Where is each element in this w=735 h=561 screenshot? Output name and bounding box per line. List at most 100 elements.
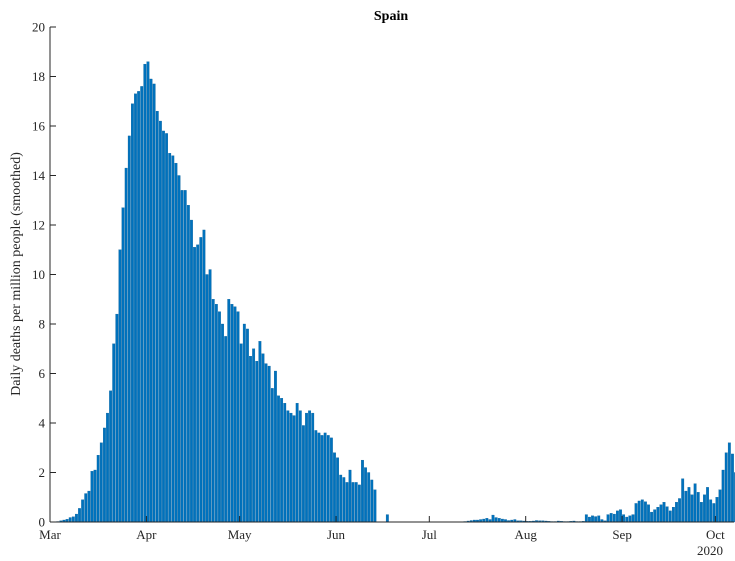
bar [258, 341, 262, 523]
bar [650, 511, 654, 523]
bar [354, 482, 358, 523]
bar [706, 487, 709, 523]
bar [320, 435, 324, 523]
bar [283, 403, 287, 523]
bar [227, 299, 231, 523]
bar [588, 516, 591, 523]
bar [606, 514, 610, 523]
x-tick-label: Mar [39, 527, 61, 542]
bar [721, 469, 725, 523]
bar [137, 91, 141, 523]
bar [124, 167, 128, 523]
bar [718, 489, 722, 523]
bar [659, 504, 663, 523]
bar [90, 471, 94, 523]
bar [647, 504, 650, 523]
bar [146, 61, 150, 523]
bar [485, 518, 489, 523]
y-tick-label: 2 [39, 465, 46, 480]
bar [348, 469, 352, 523]
bar [634, 503, 638, 523]
bar [199, 237, 203, 523]
x-tick-label: Jul [422, 527, 438, 542]
bar [644, 501, 647, 523]
x-tick-label: Oct [706, 527, 725, 542]
bar [162, 130, 165, 523]
bar [339, 474, 343, 523]
bar [218, 311, 221, 523]
bar [249, 356, 252, 523]
bar [106, 412, 109, 523]
y-tick-label: 16 [32, 119, 46, 134]
bar [591, 515, 594, 523]
bar [715, 497, 719, 523]
bar [687, 487, 691, 523]
bar [628, 515, 632, 523]
bar [68, 517, 72, 523]
bar [99, 442, 103, 523]
bar [665, 506, 669, 523]
bar [336, 457, 339, 523]
bar [308, 410, 312, 523]
bar [93, 469, 97, 523]
bar [609, 513, 613, 523]
x-tick-label: Aug [514, 527, 537, 542]
bar [584, 514, 588, 523]
bar [597, 515, 601, 523]
bar [656, 506, 660, 523]
bar [637, 500, 641, 523]
bar [727, 442, 731, 523]
bar [264, 363, 268, 523]
bar [158, 120, 162, 523]
bar [71, 516, 75, 523]
bar [109, 390, 113, 523]
bar [143, 63, 147, 523]
bar [115, 313, 119, 523]
bar [625, 516, 629, 523]
bar [149, 78, 153, 523]
bar [703, 494, 706, 523]
bar [731, 453, 734, 523]
bar [270, 388, 274, 523]
bar [224, 336, 228, 523]
bar [214, 304, 218, 523]
bar [497, 518, 501, 523]
bar [205, 274, 209, 523]
y-tick-label: 14 [32, 168, 46, 183]
bar [277, 395, 280, 523]
y-tick-label: 18 [32, 69, 45, 84]
bar [298, 410, 302, 523]
bar [168, 153, 172, 523]
bar [619, 509, 622, 523]
bar [75, 513, 78, 523]
bar [84, 493, 88, 523]
bar [78, 508, 81, 523]
bar [246, 328, 249, 523]
bar [640, 499, 644, 523]
bar [174, 162, 178, 523]
bar [230, 304, 234, 523]
bar [261, 353, 265, 523]
y-tick-label: 0 [39, 515, 46, 530]
x-axis-year-label: 2020 [697, 543, 723, 558]
y-tick-label: 6 [39, 366, 46, 381]
x-tick-label: May [228, 527, 252, 542]
bar [367, 472, 371, 523]
bar [118, 249, 122, 523]
bar [712, 503, 716, 523]
bar [177, 175, 181, 523]
bar [165, 133, 168, 523]
bar [233, 306, 237, 523]
bar [96, 455, 100, 523]
bar [357, 484, 361, 523]
bar [326, 435, 330, 523]
bar [190, 219, 193, 523]
y-tick-label: 10 [32, 267, 45, 282]
bar [171, 155, 175, 523]
bar [662, 502, 666, 523]
bar [373, 489, 377, 523]
bar [152, 83, 156, 523]
bar [211, 299, 215, 523]
bar [196, 244, 200, 523]
